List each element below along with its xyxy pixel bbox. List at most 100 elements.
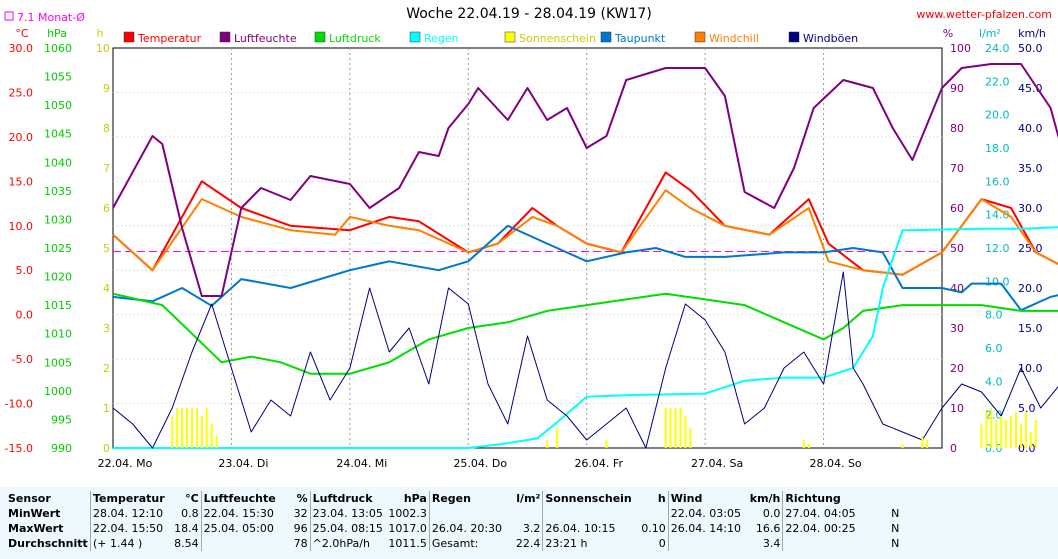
day-label: 25.04. Do bbox=[453, 457, 507, 470]
legend-swatch bbox=[600, 31, 612, 43]
sunshine-bar bbox=[190, 408, 193, 448]
temp-axis-tick: 5.0 bbox=[16, 264, 34, 277]
stats-cell: 8.54 bbox=[174, 537, 199, 550]
series-line-windchill bbox=[112, 189, 1058, 276]
stats-header-hum-unit: % bbox=[296, 492, 308, 505]
rain-axis-tick: 10.0 bbox=[985, 275, 1010, 288]
pressure-axis-tick: 1020 bbox=[44, 271, 72, 284]
wind-axis-tick: 30.0 bbox=[1018, 202, 1043, 215]
sunshine-bar bbox=[684, 416, 687, 448]
sunshine-axis-tick: 8 bbox=[103, 122, 110, 135]
rain-axis-tick: 16.0 bbox=[985, 175, 1010, 188]
stats-cell bbox=[428, 506, 514, 521]
stats-header-sun: Sonnenschein bbox=[542, 491, 634, 506]
stats-header-row: Sensor Temperatur °C Luftfeuchte % Luftd… bbox=[6, 491, 901, 506]
temp-axis-tick: 0.0 bbox=[16, 309, 34, 322]
rain-axis-tick: 22.0 bbox=[985, 75, 1010, 88]
stats-cell: 28.04. 12:10 bbox=[89, 506, 167, 521]
stats-cell: 1011.5 bbox=[388, 537, 427, 550]
pressure-axis-tick: 1010 bbox=[44, 328, 72, 341]
sunshine-bar bbox=[1029, 432, 1032, 448]
stats-cell: 3.4 bbox=[762, 537, 781, 550]
day-label: 28.04. So bbox=[809, 457, 861, 470]
stats-row-avg: Durchschnitt (+ 1.44 ) 8.54 78 ^2.0hPa/h… bbox=[6, 536, 901, 551]
weather-chart: 30.0 25.0 20.0 15.0 10.0 5.0 0.0 -5.0 -10.0 -15.0… bbox=[4, 11, 1058, 470]
sunshine-axis-tick: 6 bbox=[103, 202, 110, 215]
legend-swatch bbox=[694, 31, 706, 43]
day-label: 26.04. Fr bbox=[574, 457, 623, 470]
sunshine-bar bbox=[995, 420, 998, 448]
temp-axis-tick: -15.0 bbox=[5, 442, 33, 455]
pressure-axis-tick: 1055 bbox=[44, 71, 72, 84]
stats-cell: 1017.0 bbox=[388, 522, 427, 535]
pressure-axis-tick: 1015 bbox=[44, 299, 72, 312]
stats-cell: 0 bbox=[658, 537, 666, 550]
wind-axis-tick: 10.0 bbox=[1018, 362, 1043, 375]
humidity-axis-tick: 100 bbox=[950, 42, 971, 55]
temp-axis-tick: 25.0 bbox=[9, 86, 34, 99]
wind-axis-tick: 20.0 bbox=[1018, 282, 1043, 295]
humidity-axis-tick: 0 bbox=[950, 442, 957, 455]
legend-swatch bbox=[409, 31, 421, 43]
temp-axis-tick: -5.0 bbox=[12, 353, 33, 366]
stats-cell: 27.04. 04:05 bbox=[782, 506, 868, 521]
sunshine-axis-tick: 4 bbox=[103, 282, 110, 295]
sunshine-bar bbox=[556, 428, 559, 448]
legend-label: Sonnenschein bbox=[519, 32, 596, 45]
sunshine-axis-tick: 9 bbox=[103, 82, 110, 95]
sunshine-bar bbox=[176, 408, 179, 448]
legend-label: Temperatur bbox=[137, 32, 202, 45]
sunshine-bar bbox=[926, 440, 929, 448]
stats-cell: 18.4 bbox=[174, 522, 199, 535]
sunshine-bar bbox=[1010, 416, 1013, 448]
sunshine-bar bbox=[990, 408, 993, 448]
stats-header-wind: Wind bbox=[667, 491, 748, 506]
day-label: 27.04. Sa bbox=[691, 457, 743, 470]
legend-label: Luftdruck bbox=[329, 32, 381, 45]
day-label: 23.04. Di bbox=[218, 457, 268, 470]
pressure-axis-tick: 995 bbox=[51, 413, 72, 426]
rain-unit-label: l/m² bbox=[979, 27, 1001, 40]
stats-cell: 22.04. 15:30 bbox=[200, 506, 286, 521]
sunshine-bar bbox=[186, 408, 189, 448]
plot-area bbox=[112, 47, 943, 449]
series-line-taupunkt bbox=[112, 224, 1058, 312]
rain-axis-tick: 8.0 bbox=[985, 309, 1003, 322]
temp-unit-label: °C bbox=[15, 27, 29, 40]
rain-axis-tick: 24.0 bbox=[985, 42, 1010, 55]
stats-cell: 1002.3 bbox=[388, 507, 427, 520]
pressure-axis-tick: 990 bbox=[51, 442, 72, 455]
wind-axis-tick: 50.0 bbox=[1018, 42, 1043, 55]
pressure-axis-tick: 1005 bbox=[44, 356, 72, 369]
stats-cell: 96 bbox=[293, 522, 308, 535]
temp-axis-tick: -10.0 bbox=[5, 398, 33, 411]
legend-swatch bbox=[219, 31, 231, 43]
sunshine-bar bbox=[807, 444, 810, 448]
sunshine-bar bbox=[980, 424, 983, 448]
stats-cell: 22.4 bbox=[515, 537, 541, 550]
humidity-axis-tick: 80 bbox=[950, 122, 964, 135]
humidity-axis-tick: 10 bbox=[950, 402, 964, 415]
pressure-axis-tick: 1040 bbox=[44, 156, 72, 169]
stats-cell: ^2.0hPa/h bbox=[309, 536, 385, 551]
site-link[interactable]: www.wetter-pfalzen.com bbox=[916, 8, 1052, 21]
series-line-luftfeuchte bbox=[112, 63, 1058, 297]
series-line-temperatur bbox=[112, 171, 1058, 276]
sunshine-bar bbox=[1024, 412, 1027, 448]
sunshine-bar bbox=[181, 408, 184, 448]
legend-swatch bbox=[314, 31, 326, 43]
rain-axis-tick: 20.0 bbox=[985, 109, 1010, 122]
chart-title: Woche 22.04.19 - 28.04.19 (KW17) bbox=[406, 6, 652, 22]
stats-header-rain-unit: l/m² bbox=[516, 492, 541, 505]
legend-label: Luftfeuchte bbox=[234, 32, 297, 45]
legend-swatch bbox=[504, 31, 516, 43]
stats-cell: N bbox=[891, 537, 900, 550]
wind-axis-tick: 15.0 bbox=[1018, 322, 1043, 335]
humidity-axis-tick: 50 bbox=[950, 242, 964, 255]
rain-axis-tick: 18.0 bbox=[985, 142, 1010, 155]
humidity-axis-tick: 70 bbox=[950, 162, 964, 175]
temp-axis-tick: 20.0 bbox=[9, 131, 34, 144]
temp-axis-tick: 10.0 bbox=[9, 220, 34, 233]
sunshine-axis-tick: 2 bbox=[103, 362, 110, 375]
humidity-axis-tick: 30 bbox=[950, 322, 964, 335]
